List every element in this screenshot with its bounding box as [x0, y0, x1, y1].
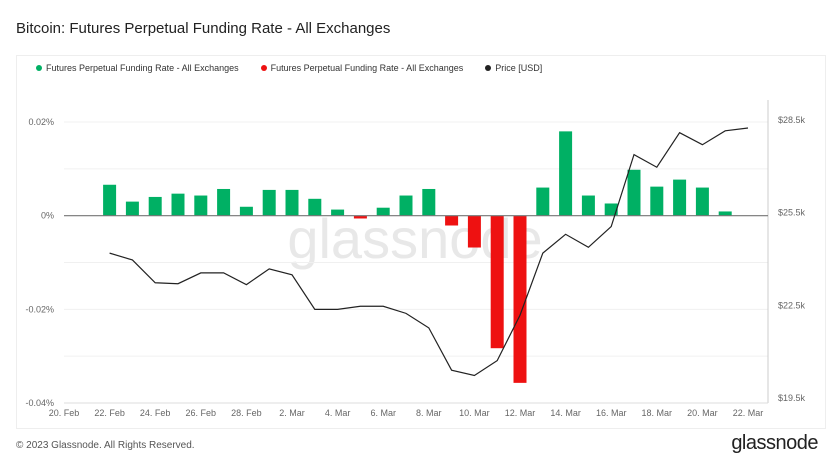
x-tick-label: 28. Feb: [231, 408, 262, 418]
y-left-tick-label: -0.02%: [25, 304, 54, 314]
bar-positive: [559, 131, 573, 216]
x-tick-label: 2. Mar: [279, 408, 305, 418]
x-tick-label: 26. Feb: [186, 408, 217, 418]
watermark: glassnode: [287, 207, 542, 270]
bar-positive: [148, 196, 162, 216]
x-tick-label: 14. Mar: [550, 408, 581, 418]
x-tick-label: 20. Feb: [49, 408, 80, 418]
red-dot-icon: [260, 65, 267, 71]
bar-positive: [262, 189, 276, 216]
y-left-tick-label: 0%: [41, 211, 54, 221]
green-dot-icon: [36, 65, 42, 71]
copyright: © 2023 Glassnode. All Rights Reserved.: [16, 440, 195, 451]
bar-positive: [308, 198, 322, 216]
x-tick-label: 22. Mar: [733, 408, 764, 418]
chart-title: Bitcoin: Futures Perpetual Funding Rate …: [16, 20, 391, 37]
y-right-tick-label: $25.5k: [778, 208, 806, 218]
x-tick-label: 8. Mar: [416, 408, 442, 418]
bar-positive: [650, 186, 664, 216]
bar-positive: [604, 203, 618, 216]
bar-positive: [399, 195, 413, 216]
y-left-tick-label: 0.02%: [28, 117, 54, 127]
x-tick-label: 16. Mar: [596, 408, 627, 418]
bar-negative: [445, 215, 459, 226]
legend-item-negative[interactable]: Futures Perpetual Funding Rate - All Exc…: [260, 63, 464, 73]
bar-positive: [581, 195, 595, 216]
legend-item-positive[interactable]: Futures Perpetual Funding Rate - All Exc…: [36, 63, 239, 73]
chart-card: [16, 55, 826, 429]
x-tick-label: 24. Feb: [140, 408, 171, 418]
glassnode-logo: glassnode: [731, 432, 818, 454]
x-tick-label: 4. Mar: [325, 408, 351, 418]
legend-label: Price [USD]: [495, 63, 543, 73]
legend-item-price[interactable]: Price [USD]: [485, 63, 542, 73]
legend-label: Futures Perpetual Funding Rate - All Exc…: [46, 63, 239, 73]
y-left-tick-label: -0.04%: [25, 398, 54, 408]
x-tick-label: 18. Mar: [642, 408, 673, 418]
bar-positive: [194, 195, 208, 216]
y-right-tick-label: $22.5k: [778, 300, 806, 310]
x-tick-label: 22. Feb: [94, 408, 125, 418]
bar-positive: [239, 206, 253, 216]
bar-positive: [376, 207, 390, 216]
bar-positive: [673, 179, 687, 216]
bar-positive: [125, 201, 139, 216]
legend-label: Futures Perpetual Funding Rate - All Exc…: [270, 63, 464, 73]
x-tick-label: 20. Mar: [687, 408, 718, 418]
bar-positive: [718, 211, 732, 216]
bar-positive: [422, 188, 436, 216]
legend: Futures Perpetual Funding Rate - All Exc…: [36, 63, 542, 73]
bar-negative: [490, 215, 504, 349]
bar-negative: [353, 215, 367, 219]
bar-positive: [536, 187, 550, 216]
bar-negative: [513, 215, 527, 383]
bar-positive: [627, 169, 641, 216]
x-tick-label: 10. Mar: [459, 408, 490, 418]
bar-positive: [285, 189, 299, 216]
x-tick-label: 6. Mar: [370, 408, 396, 418]
x-tick-label: 12. Mar: [505, 408, 536, 418]
y-right-tick-label: $28.5k: [778, 115, 806, 125]
bar-positive: [217, 188, 231, 216]
bar-positive: [331, 209, 345, 216]
black-dot-icon: [485, 65, 492, 71]
bar-positive: [171, 193, 185, 216]
price-line: [109, 127, 749, 377]
bar-negative: [467, 215, 481, 248]
bar-positive: [103, 184, 117, 216]
bar-positive: [695, 187, 709, 216]
y-right-tick-label: $19.5k: [778, 393, 806, 403]
